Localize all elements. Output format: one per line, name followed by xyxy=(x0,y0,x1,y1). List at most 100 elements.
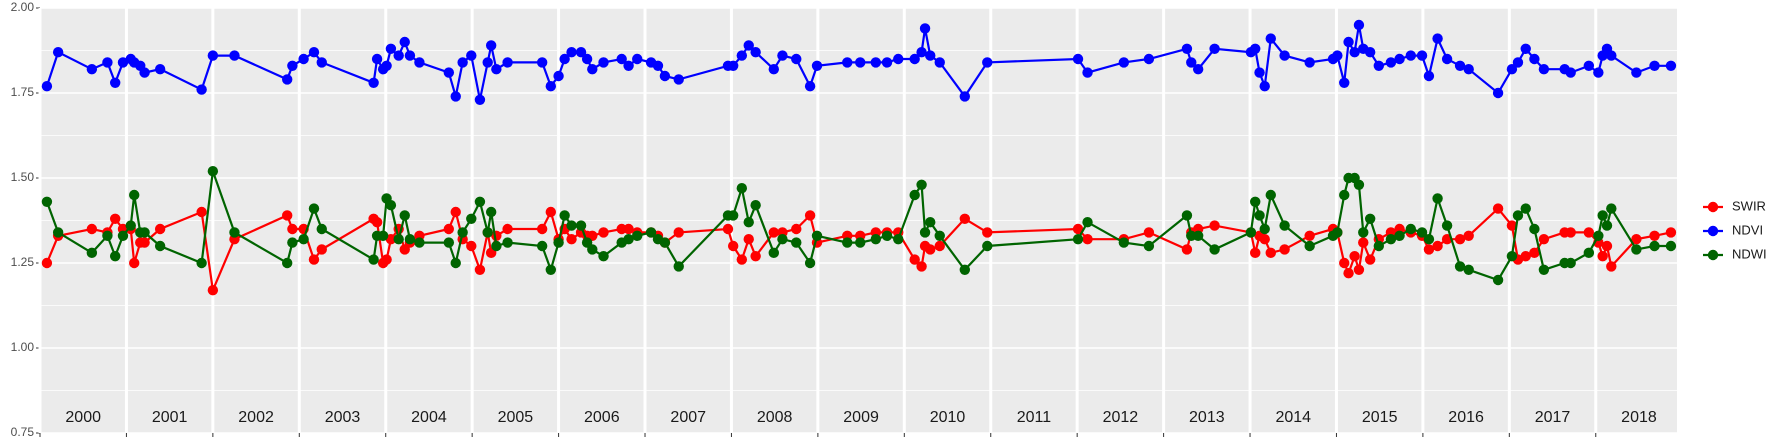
point xyxy=(1665,227,1677,238)
point xyxy=(893,53,904,65)
point xyxy=(768,247,779,258)
point xyxy=(1593,230,1604,241)
point xyxy=(934,57,945,68)
point xyxy=(1304,230,1315,241)
point xyxy=(736,183,748,194)
point xyxy=(575,47,587,58)
point xyxy=(1601,240,1613,252)
year-label: 2013 xyxy=(1189,409,1225,426)
point xyxy=(298,234,309,245)
point xyxy=(125,220,136,231)
point xyxy=(450,206,461,218)
point xyxy=(1082,67,1093,78)
point xyxy=(598,57,609,68)
point xyxy=(308,254,320,265)
point xyxy=(842,57,853,68)
point xyxy=(1583,247,1595,258)
point xyxy=(308,47,320,58)
y-tick-label: 1.00 xyxy=(11,340,35,354)
point xyxy=(545,206,557,218)
point xyxy=(482,57,493,68)
point xyxy=(959,91,971,102)
point xyxy=(1405,50,1416,61)
point xyxy=(1259,234,1270,245)
point xyxy=(870,57,881,68)
point xyxy=(1209,43,1220,54)
point xyxy=(1463,230,1474,241)
point xyxy=(52,227,64,238)
point xyxy=(673,74,684,85)
point xyxy=(1358,227,1369,238)
point xyxy=(1265,189,1276,201)
point xyxy=(139,67,150,78)
point xyxy=(1181,244,1193,255)
point xyxy=(1339,77,1350,89)
point xyxy=(414,237,425,248)
point xyxy=(86,63,98,75)
point xyxy=(1265,247,1276,258)
point xyxy=(1349,251,1360,262)
point xyxy=(1565,67,1576,78)
point xyxy=(1441,220,1453,231)
point xyxy=(1279,50,1290,61)
point xyxy=(129,189,140,201)
point xyxy=(502,237,513,248)
point xyxy=(623,234,634,245)
point xyxy=(139,227,150,238)
point xyxy=(1072,53,1084,65)
point xyxy=(1143,227,1155,238)
legend-label: NDVI xyxy=(1732,222,1763,237)
point xyxy=(371,217,383,228)
point xyxy=(1520,43,1531,54)
point xyxy=(466,50,477,61)
point xyxy=(1606,261,1617,272)
point xyxy=(316,244,327,255)
point xyxy=(1072,234,1084,245)
point xyxy=(553,70,564,82)
point xyxy=(855,57,866,68)
point xyxy=(791,223,802,235)
point xyxy=(1606,50,1617,61)
point xyxy=(673,227,684,238)
point xyxy=(1631,234,1642,245)
point xyxy=(443,237,455,248)
point xyxy=(1394,230,1405,241)
point xyxy=(1209,244,1220,255)
point xyxy=(474,94,486,106)
point xyxy=(1423,70,1435,82)
point xyxy=(1181,210,1193,221)
year-label: 2001 xyxy=(152,409,188,426)
point xyxy=(298,53,309,65)
year-label: 2016 xyxy=(1448,409,1484,426)
point xyxy=(575,220,587,231)
point xyxy=(982,57,993,68)
point xyxy=(1259,81,1270,92)
y-tick-label: 1.25 xyxy=(11,255,35,269)
point xyxy=(743,234,754,245)
point xyxy=(86,223,98,235)
point xyxy=(308,203,320,214)
point xyxy=(559,53,570,65)
point xyxy=(154,223,166,235)
point xyxy=(1304,57,1315,68)
point xyxy=(1279,244,1290,255)
point xyxy=(1432,33,1443,44)
point xyxy=(750,200,761,211)
point xyxy=(736,50,748,61)
point xyxy=(117,230,129,241)
point xyxy=(893,234,904,245)
point xyxy=(545,264,557,275)
legend-swatch xyxy=(1707,249,1719,261)
point xyxy=(1583,227,1595,238)
point xyxy=(207,166,219,177)
point xyxy=(768,63,779,75)
point xyxy=(553,237,564,248)
point xyxy=(368,254,379,265)
point xyxy=(566,234,577,245)
point xyxy=(117,57,129,68)
year-label: 2005 xyxy=(498,409,534,426)
point xyxy=(722,223,734,235)
point xyxy=(1601,220,1613,231)
point xyxy=(536,240,548,252)
